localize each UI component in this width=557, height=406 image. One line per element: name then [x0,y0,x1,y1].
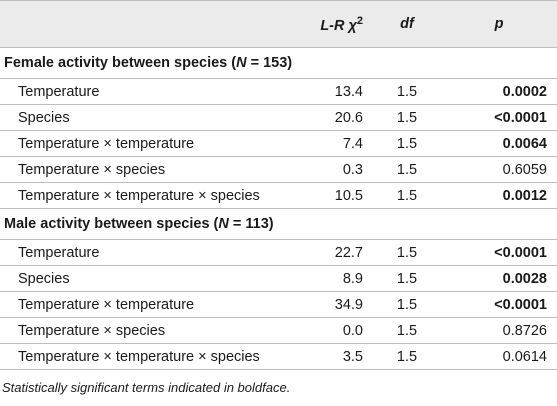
p-value-cell: 0.0012 [441,182,557,209]
p-value-cell: 0.0064 [441,130,557,157]
header-p: p [441,0,557,48]
group-label-n: N [236,55,247,71]
p-value-cell: <0.0001 [441,104,557,131]
chi-square-cell: 0.3 [277,156,373,183]
table-row: Temperature × temperature 34.9 1.5 <0.0001 [0,291,557,318]
p-value-cell: 0.8726 [441,317,557,344]
df-cell: 1.5 [373,343,441,370]
term-cell: Temperature × temperature [0,291,277,318]
term-cell: Temperature × temperature [0,130,277,157]
group-label-prefix: Female activity between species ( [4,55,237,71]
table-row: Temperature × temperature × species 10.5 1… [0,182,557,209]
p-value-cell: <0.0001 [441,239,557,266]
df-cell: 1.5 [373,265,441,292]
df-cell: 1.5 [373,130,441,157]
chi-square-cell: 34.9 [277,291,373,318]
term-cell: Temperature [0,239,277,266]
term-cell: Temperature × temperature × species [0,343,277,370]
table-row: Temperature × species 0.0 1.5 0.8726 [0,317,557,344]
group-label-suffix: = 153) [246,55,293,71]
chi-square-cell: 8.9 [277,265,373,292]
header-chi-label: L-R χ [320,17,357,34]
df-cell: 1.5 [373,78,441,105]
header-chi-square: L-R χ2 [277,0,373,48]
chi-square-cell: 22.7 [277,239,373,266]
p-value-cell: 0.0028 [441,265,557,292]
chi-square-cell: 7.4 [277,130,373,157]
term-cell: Species [0,104,277,131]
term-cell: Temperature [0,78,277,105]
table-row: Temperature 13.4 1.5 0.0002 [0,78,557,105]
table-row: Temperature × temperature × species 3.5 1.… [0,343,557,370]
chi-square-cell: 0.0 [277,317,373,344]
df-cell: 1.5 [373,317,441,344]
results-table-container: L-R χ2 df p Female activity between spec… [0,0,557,395]
group-label-n: N [218,216,229,232]
df-cell: 1.5 [373,239,441,266]
group-label-suffix: = 113) [228,216,274,232]
p-value-cell: <0.0001 [441,291,557,318]
table-row: Species 8.9 1.5 0.0028 [0,265,557,292]
chi-square-cell: 3.5 [277,343,373,370]
group-label: Female activity between species (N = 153… [0,47,557,79]
term-cell: Temperature × species [0,156,277,183]
p-value-cell: 0.6059 [441,156,557,183]
table-row: Temperature × species 0.3 1.5 0.6059 [0,156,557,183]
table-body: Female activity between species (N = 153… [0,47,557,370]
chi-square-cell: 13.4 [277,78,373,105]
p-value-cell: 0.0614 [441,343,557,370]
header-row: L-R χ2 df p [0,0,557,48]
table-header: L-R χ2 df p [0,0,557,48]
term-cell: Temperature × species [0,317,277,344]
table-row: Temperature 22.7 1.5 <0.0001 [0,239,557,266]
term-cell: Temperature × temperature × species [0,182,277,209]
group-header-row: Female activity between species (N = 153… [0,47,557,79]
results-table: L-R χ2 df p Female activity between spec… [0,0,557,370]
p-value-cell: 0.0002 [441,78,557,105]
df-cell: 1.5 [373,156,441,183]
group-label-prefix: Male activity between species ( [4,216,219,232]
chi-square-cell: 10.5 [277,182,373,209]
chi-square-cell: 20.6 [277,104,373,131]
table-footnote: Statistically significant terms indicate… [2,380,291,395]
term-cell: Species [0,265,277,292]
df-cell: 1.5 [373,291,441,318]
header-term [0,0,277,48]
group-label: Male activity between species (N = 113) [0,208,557,240]
group-header-row: Male activity between species (N = 113) [0,208,557,240]
table-row: Temperature × temperature 7.4 1.5 0.0064 [0,130,557,157]
df-cell: 1.5 [373,104,441,131]
df-cell: 1.5 [373,182,441,209]
header-chi-superscript: 2 [356,14,363,27]
table-row: Species 20.6 1.5 <0.0001 [0,104,557,131]
header-df: df [373,0,441,48]
